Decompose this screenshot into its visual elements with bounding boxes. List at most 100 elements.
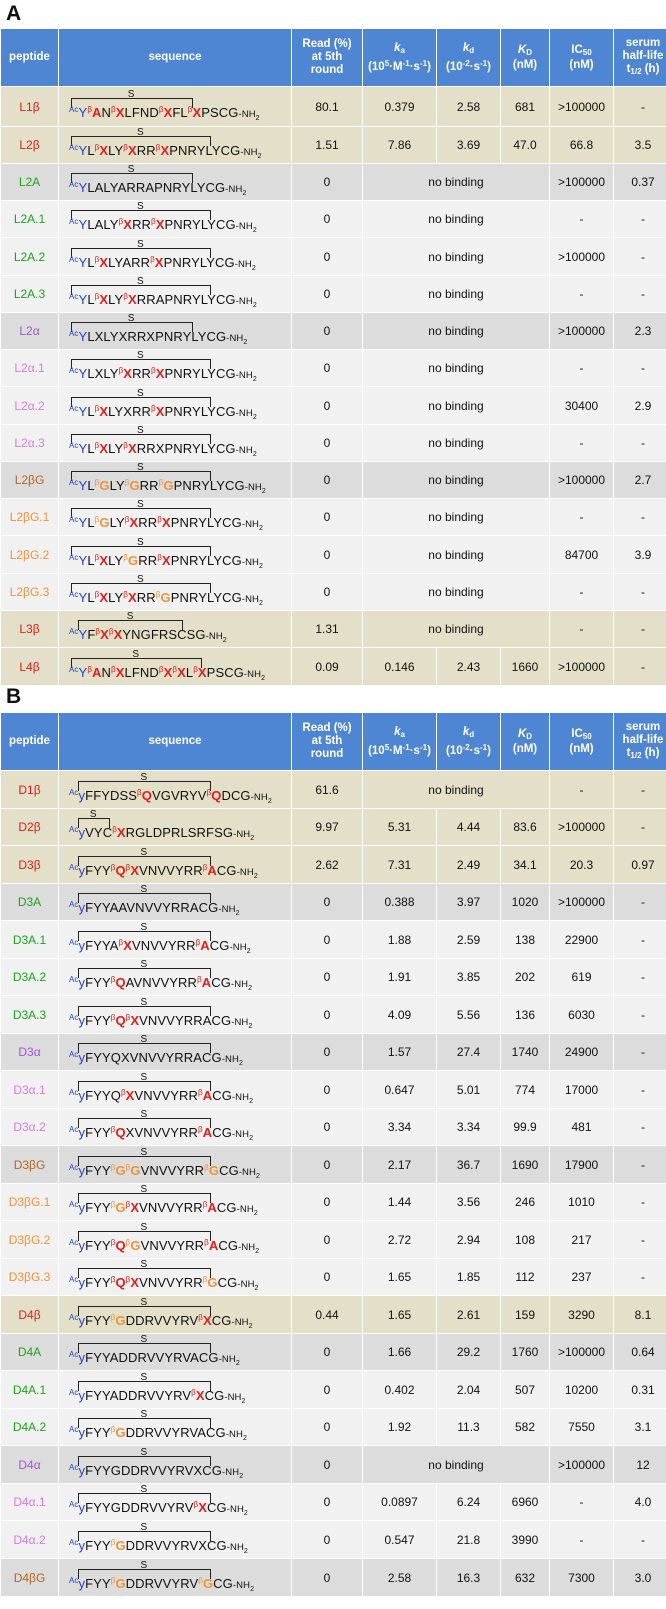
header-read: Read (%) at 5th round (291, 28, 363, 87)
table-row: L2A S AcYLALYARRAPNRYLYCG-NH2 0 no binding >1… (0, 163, 666, 201)
sequence-cell: S AcyFYYβQAVNVVYRRβACG-NH2 (58, 958, 292, 996)
bridge-s-label: S (140, 1071, 148, 1083)
sequence-text: AcYFβXβXYNGFRSCSG-NH2 (69, 627, 227, 644)
ka-value: 7.86 (362, 126, 437, 164)
header-peptide: peptide (0, 28, 59, 87)
disulfide-bridge (78, 930, 211, 941)
header-ic50: IC50 (nM) (549, 28, 614, 87)
sequence-cell: S AcYLβXLYXRRβXPNRYLYCG-NH2 (58, 386, 292, 425)
read-value: 0 (291, 1483, 363, 1521)
no-binding-label: no binding (362, 770, 550, 809)
KD-value: 681 (500, 86, 550, 127)
sequence-cell: S AcYβANβXLFNDβXβXLβXPSCG-NH2 (58, 647, 292, 686)
table-row: D1β S AcyFFYDSSβQVGVRYVβQDCG-NH2 61.6 no bin… (0, 770, 666, 809)
read-value: 2.62 (291, 845, 363, 884)
read-value: 0 (291, 958, 363, 996)
bridge-s-label: S (137, 276, 144, 287)
peptide-name: L2A.3 (0, 275, 59, 313)
peptide-name: D4βG (0, 1558, 59, 1597)
KD-value: 159 (500, 1295, 550, 1334)
bridge-s-label: S (140, 1221, 148, 1233)
disulfide-bridge (78, 818, 110, 828)
peptide-name: D3A.3 (0, 995, 59, 1034)
table-row: L2α.2 S AcYLβXLYXRRβXPNRYLYCG-NH2 0 no bindi… (0, 386, 666, 425)
no-binding-label: no binding (362, 349, 550, 387)
sequence-text: AcyFYYβGDDRVVYRVβGCG-NH2 (69, 1575, 255, 1593)
read-value: 0 (291, 1558, 363, 1597)
peptide-name: D1β (0, 770, 59, 809)
read-value: 0 (291, 1445, 363, 1484)
read-value: 0 (291, 1108, 363, 1146)
ic50-value: 217 (549, 1220, 614, 1259)
sequence-text: AcyFYYGDDRVVYRVXCG-NH2 (69, 1462, 244, 1480)
serum-value: - (613, 1183, 666, 1221)
bridge-s-label: S (127, 164, 135, 175)
sequence-cell: S AcyFYYβQβXVNVVYRRβGCG-NH2 (58, 1258, 292, 1296)
peptide-name: D3βG.1 (0, 1183, 59, 1221)
bridge-s-label: S (140, 1559, 148, 1571)
read-value: 0 (291, 424, 363, 462)
serum-value: - (613, 1520, 666, 1559)
peptide-name: L2βG (0, 461, 59, 499)
kd-value: 11.3 (436, 1408, 501, 1446)
serum-value: - (613, 1108, 666, 1146)
peptide-name: L1β (0, 86, 59, 127)
peptide-name: D3α.2 (0, 1108, 59, 1146)
no-binding-label: no binding (362, 163, 550, 201)
ka-value: 1.44 (362, 1183, 437, 1221)
serum-value: - (613, 1070, 666, 1109)
ic50-value: 3290 (549, 1295, 614, 1334)
serum-value: 3.5 (613, 126, 666, 164)
ic50-value: - (549, 610, 614, 648)
sequence-text: AcYLALYβXRRβXPNRYLYCG-NH2 (69, 217, 257, 234)
serum-value: - (613, 86, 666, 127)
ka-value: 1.57 (362, 1033, 437, 1071)
panel-a-table: peptide sequence Read (%) at 5th round ka (105… (0, 28, 666, 686)
bridge-s-label: S (140, 1446, 148, 1458)
header-sequence: sequence (58, 28, 292, 87)
table-row: D4A S AcyFYYADDRVVYRVACG-NH2 0 1.66 29.2 1760 >… (0, 1333, 666, 1371)
KD-value: 1690 (500, 1145, 550, 1184)
header-sequence: sequence (58, 712, 292, 771)
disulfide-bridge (71, 545, 211, 556)
table-row: D3βG.1 S AcyFYYβGβXVNVVYRRβACG-NH2 0 1.44 3.5… (0, 1183, 666, 1221)
kd-value: 3.34 (436, 1108, 501, 1146)
table-row: D3α S AcyFYYQXVNVVYRRACG-NH2 0 1.57 27.4 1740 2… (0, 1033, 666, 1071)
ka-value: 2.72 (362, 1220, 437, 1259)
sequence-cell: S AcyVYCβXRGLDPRLSRFSG-NH2 (58, 808, 292, 846)
sequence-cell: S AcyFYYβGβXVNVVYRRβACG-NH2 (58, 1183, 292, 1221)
ka-value: 4.09 (362, 995, 437, 1034)
peptide-name: L3β (0, 610, 59, 648)
read-value: 0 (291, 163, 363, 201)
ic50-value: 30400 (549, 386, 614, 425)
kd-value: 27.4 (436, 1033, 501, 1071)
header-peptide: peptide (0, 712, 59, 771)
disulfide-bridge (78, 1568, 211, 1579)
ka-value: 5.31 (362, 808, 437, 846)
bridge-s-label: S (140, 1259, 148, 1270)
sequence-cell: S AcyFYYAβXVNVVYRRβACG-NH2 (58, 920, 292, 959)
peptide-name: D4A (0, 1333, 59, 1371)
bridge-s-label: S (140, 884, 148, 895)
header-serum: serum half-life t1/2 (h) (613, 28, 666, 87)
KD-value: 246 (500, 1183, 550, 1221)
peptide-name: L2α.3 (0, 424, 59, 462)
peptide-name: L2A.2 (0, 237, 59, 276)
panel-a-label: A (6, 2, 22, 25)
peptide-name: D3α.1 (0, 1070, 59, 1109)
sequence-cell: S AcyFYYAAVNVVYRRACG-NH2 (58, 883, 292, 921)
disulfide-bridge (78, 1118, 211, 1128)
KD-value: 582 (500, 1408, 550, 1446)
disulfide-bridge (78, 1493, 211, 1503)
table-row: D3β S AcyFYYβQβXVNVVYRRβACG-NH2 2.62 7.31 2.4… (0, 845, 666, 884)
no-binding-label: no binding (362, 275, 550, 313)
KD-value: 47.0 (500, 126, 550, 164)
read-value: 0 (291, 1033, 363, 1071)
sequence-cell: S AcYLβXLYβXRRβXPNRYLYCG-NH2 (58, 126, 292, 164)
serum-value: - (613, 573, 666, 611)
peptide-name: L2α.1 (0, 349, 59, 387)
disulfide-bridge (78, 780, 211, 791)
kd-value: 3.85 (436, 958, 501, 996)
disulfide-bridge (78, 1043, 211, 1053)
serum-value: - (613, 1145, 666, 1184)
